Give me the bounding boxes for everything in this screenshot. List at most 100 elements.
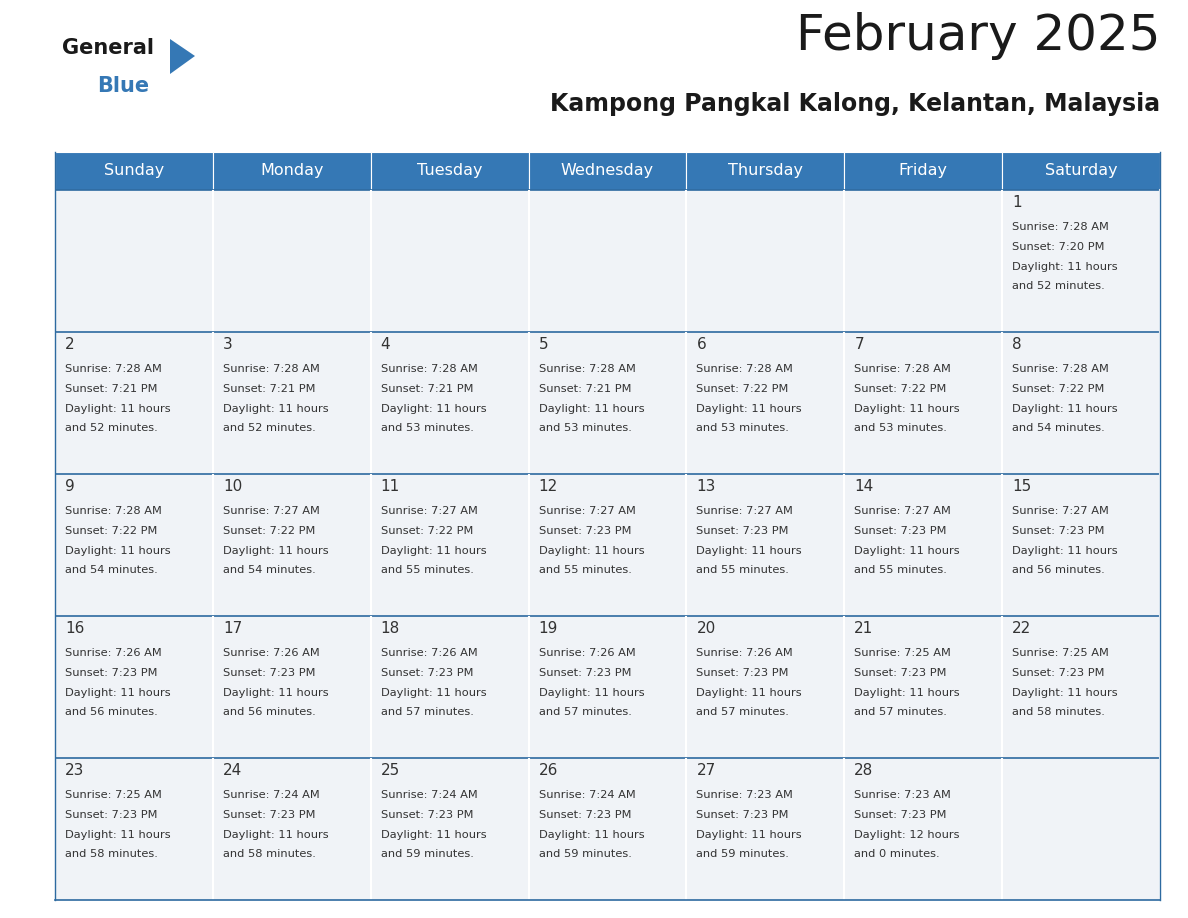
Bar [55,474,213,616]
Text: February 2025: February 2025 [796,12,1159,60]
Text: Daylight: 11 hours: Daylight: 11 hours [65,688,171,698]
Bar [213,332,371,474]
Bar [371,474,529,616]
Text: 9: 9 [65,479,75,494]
Text: Sunset: 7:21 PM: Sunset: 7:21 PM [223,384,315,394]
Text: Sunrise: 7:24 AM: Sunrise: 7:24 AM [380,790,478,800]
Bar [845,758,1003,900]
Text: Sunset: 7:22 PM: Sunset: 7:22 PM [1012,384,1105,394]
Text: 22: 22 [1012,621,1031,636]
Text: Sunset: 7:22 PM: Sunset: 7:22 PM [380,526,473,536]
Text: Sunrise: 7:27 AM: Sunrise: 7:27 AM [854,506,952,516]
Bar [529,152,687,190]
Text: Sunrise: 7:25 AM: Sunrise: 7:25 AM [854,648,952,658]
Bar [529,474,687,616]
Bar [845,474,1003,616]
Bar [55,616,213,758]
Text: Sunrise: 7:28 AM: Sunrise: 7:28 AM [1012,364,1110,374]
Text: Daylight: 11 hours: Daylight: 11 hours [223,830,329,840]
Bar [55,758,213,900]
Text: 23: 23 [65,763,84,778]
Text: 15: 15 [1012,479,1031,494]
Text: Sunrise: 7:23 AM: Sunrise: 7:23 AM [854,790,952,800]
Text: Sunrise: 7:24 AM: Sunrise: 7:24 AM [538,790,636,800]
Text: Daylight: 11 hours: Daylight: 11 hours [65,404,171,414]
Text: Sunset: 7:22 PM: Sunset: 7:22 PM [65,526,157,536]
Text: Daylight: 11 hours: Daylight: 11 hours [854,545,960,555]
Bar [845,152,1003,190]
Text: and 52 minutes.: and 52 minutes. [223,423,316,433]
Text: Sunset: 7:23 PM: Sunset: 7:23 PM [380,810,473,820]
Text: Sunrise: 7:26 AM: Sunrise: 7:26 AM [696,648,794,658]
Text: General: General [62,38,154,58]
Polygon shape [170,39,195,74]
Text: Friday: Friday [898,163,948,178]
Bar [687,190,845,332]
Bar [529,190,687,332]
Text: Daylight: 12 hours: Daylight: 12 hours [854,830,960,840]
Bar [213,616,371,758]
Text: Thursday: Thursday [728,163,803,178]
Bar [845,332,1003,474]
Text: 20: 20 [696,621,715,636]
Text: 24: 24 [223,763,242,778]
Text: Daylight: 11 hours: Daylight: 11 hours [65,545,171,555]
Text: and 58 minutes.: and 58 minutes. [65,849,158,859]
Text: 19: 19 [538,621,558,636]
Text: Sunset: 7:23 PM: Sunset: 7:23 PM [223,667,315,677]
Bar [55,332,213,474]
Text: Sunrise: 7:26 AM: Sunrise: 7:26 AM [538,648,636,658]
Bar [213,758,371,900]
Text: Daylight: 11 hours: Daylight: 11 hours [696,404,802,414]
Text: and 54 minutes.: and 54 minutes. [1012,423,1105,433]
Text: and 57 minutes.: and 57 minutes. [380,708,474,717]
Text: Sunset: 7:22 PM: Sunset: 7:22 PM [696,384,789,394]
Bar [371,152,529,190]
Text: and 57 minutes.: and 57 minutes. [538,708,632,717]
Text: Daylight: 11 hours: Daylight: 11 hours [1012,404,1118,414]
Text: Sunset: 7:23 PM: Sunset: 7:23 PM [854,526,947,536]
Text: 6: 6 [696,337,706,352]
Bar [1003,758,1159,900]
Text: 13: 13 [696,479,716,494]
Text: Daylight: 11 hours: Daylight: 11 hours [223,688,329,698]
Text: Monday: Monday [260,163,323,178]
Text: and 58 minutes.: and 58 minutes. [1012,708,1105,717]
Text: Sunset: 7:21 PM: Sunset: 7:21 PM [380,384,473,394]
Bar [687,332,845,474]
Text: Daylight: 11 hours: Daylight: 11 hours [538,545,644,555]
Bar [371,616,529,758]
Text: Daylight: 11 hours: Daylight: 11 hours [538,404,644,414]
Text: and 53 minutes.: and 53 minutes. [538,423,632,433]
Bar [371,190,529,332]
Bar [1003,190,1159,332]
Text: Sunset: 7:23 PM: Sunset: 7:23 PM [538,810,631,820]
Text: 5: 5 [538,337,548,352]
Text: Sunrise: 7:28 AM: Sunrise: 7:28 AM [223,364,320,374]
Text: Blue: Blue [97,76,150,96]
Text: Daylight: 11 hours: Daylight: 11 hours [223,404,329,414]
Text: 2: 2 [65,337,75,352]
Text: 26: 26 [538,763,558,778]
Text: and 57 minutes.: and 57 minutes. [696,708,789,717]
Text: Sunset: 7:22 PM: Sunset: 7:22 PM [223,526,315,536]
Bar [687,758,845,900]
Text: Sunset: 7:22 PM: Sunset: 7:22 PM [854,384,947,394]
Text: Sunset: 7:21 PM: Sunset: 7:21 PM [65,384,158,394]
Text: Daylight: 11 hours: Daylight: 11 hours [854,404,960,414]
Text: Sunrise: 7:28 AM: Sunrise: 7:28 AM [538,364,636,374]
Text: and 55 minutes.: and 55 minutes. [380,565,474,576]
Text: Sunset: 7:23 PM: Sunset: 7:23 PM [854,810,947,820]
Text: Sunrise: 7:28 AM: Sunrise: 7:28 AM [696,364,794,374]
Text: Sunrise: 7:25 AM: Sunrise: 7:25 AM [1012,648,1110,658]
Bar [687,616,845,758]
Text: 11: 11 [380,479,400,494]
Bar [371,758,529,900]
Text: and 56 minutes.: and 56 minutes. [65,708,158,717]
Text: Sunset: 7:23 PM: Sunset: 7:23 PM [696,810,789,820]
Bar [213,152,371,190]
Text: Sunrise: 7:26 AM: Sunrise: 7:26 AM [65,648,162,658]
Text: Daylight: 11 hours: Daylight: 11 hours [380,545,486,555]
Text: and 58 minutes.: and 58 minutes. [223,849,316,859]
Text: and 55 minutes.: and 55 minutes. [696,565,789,576]
